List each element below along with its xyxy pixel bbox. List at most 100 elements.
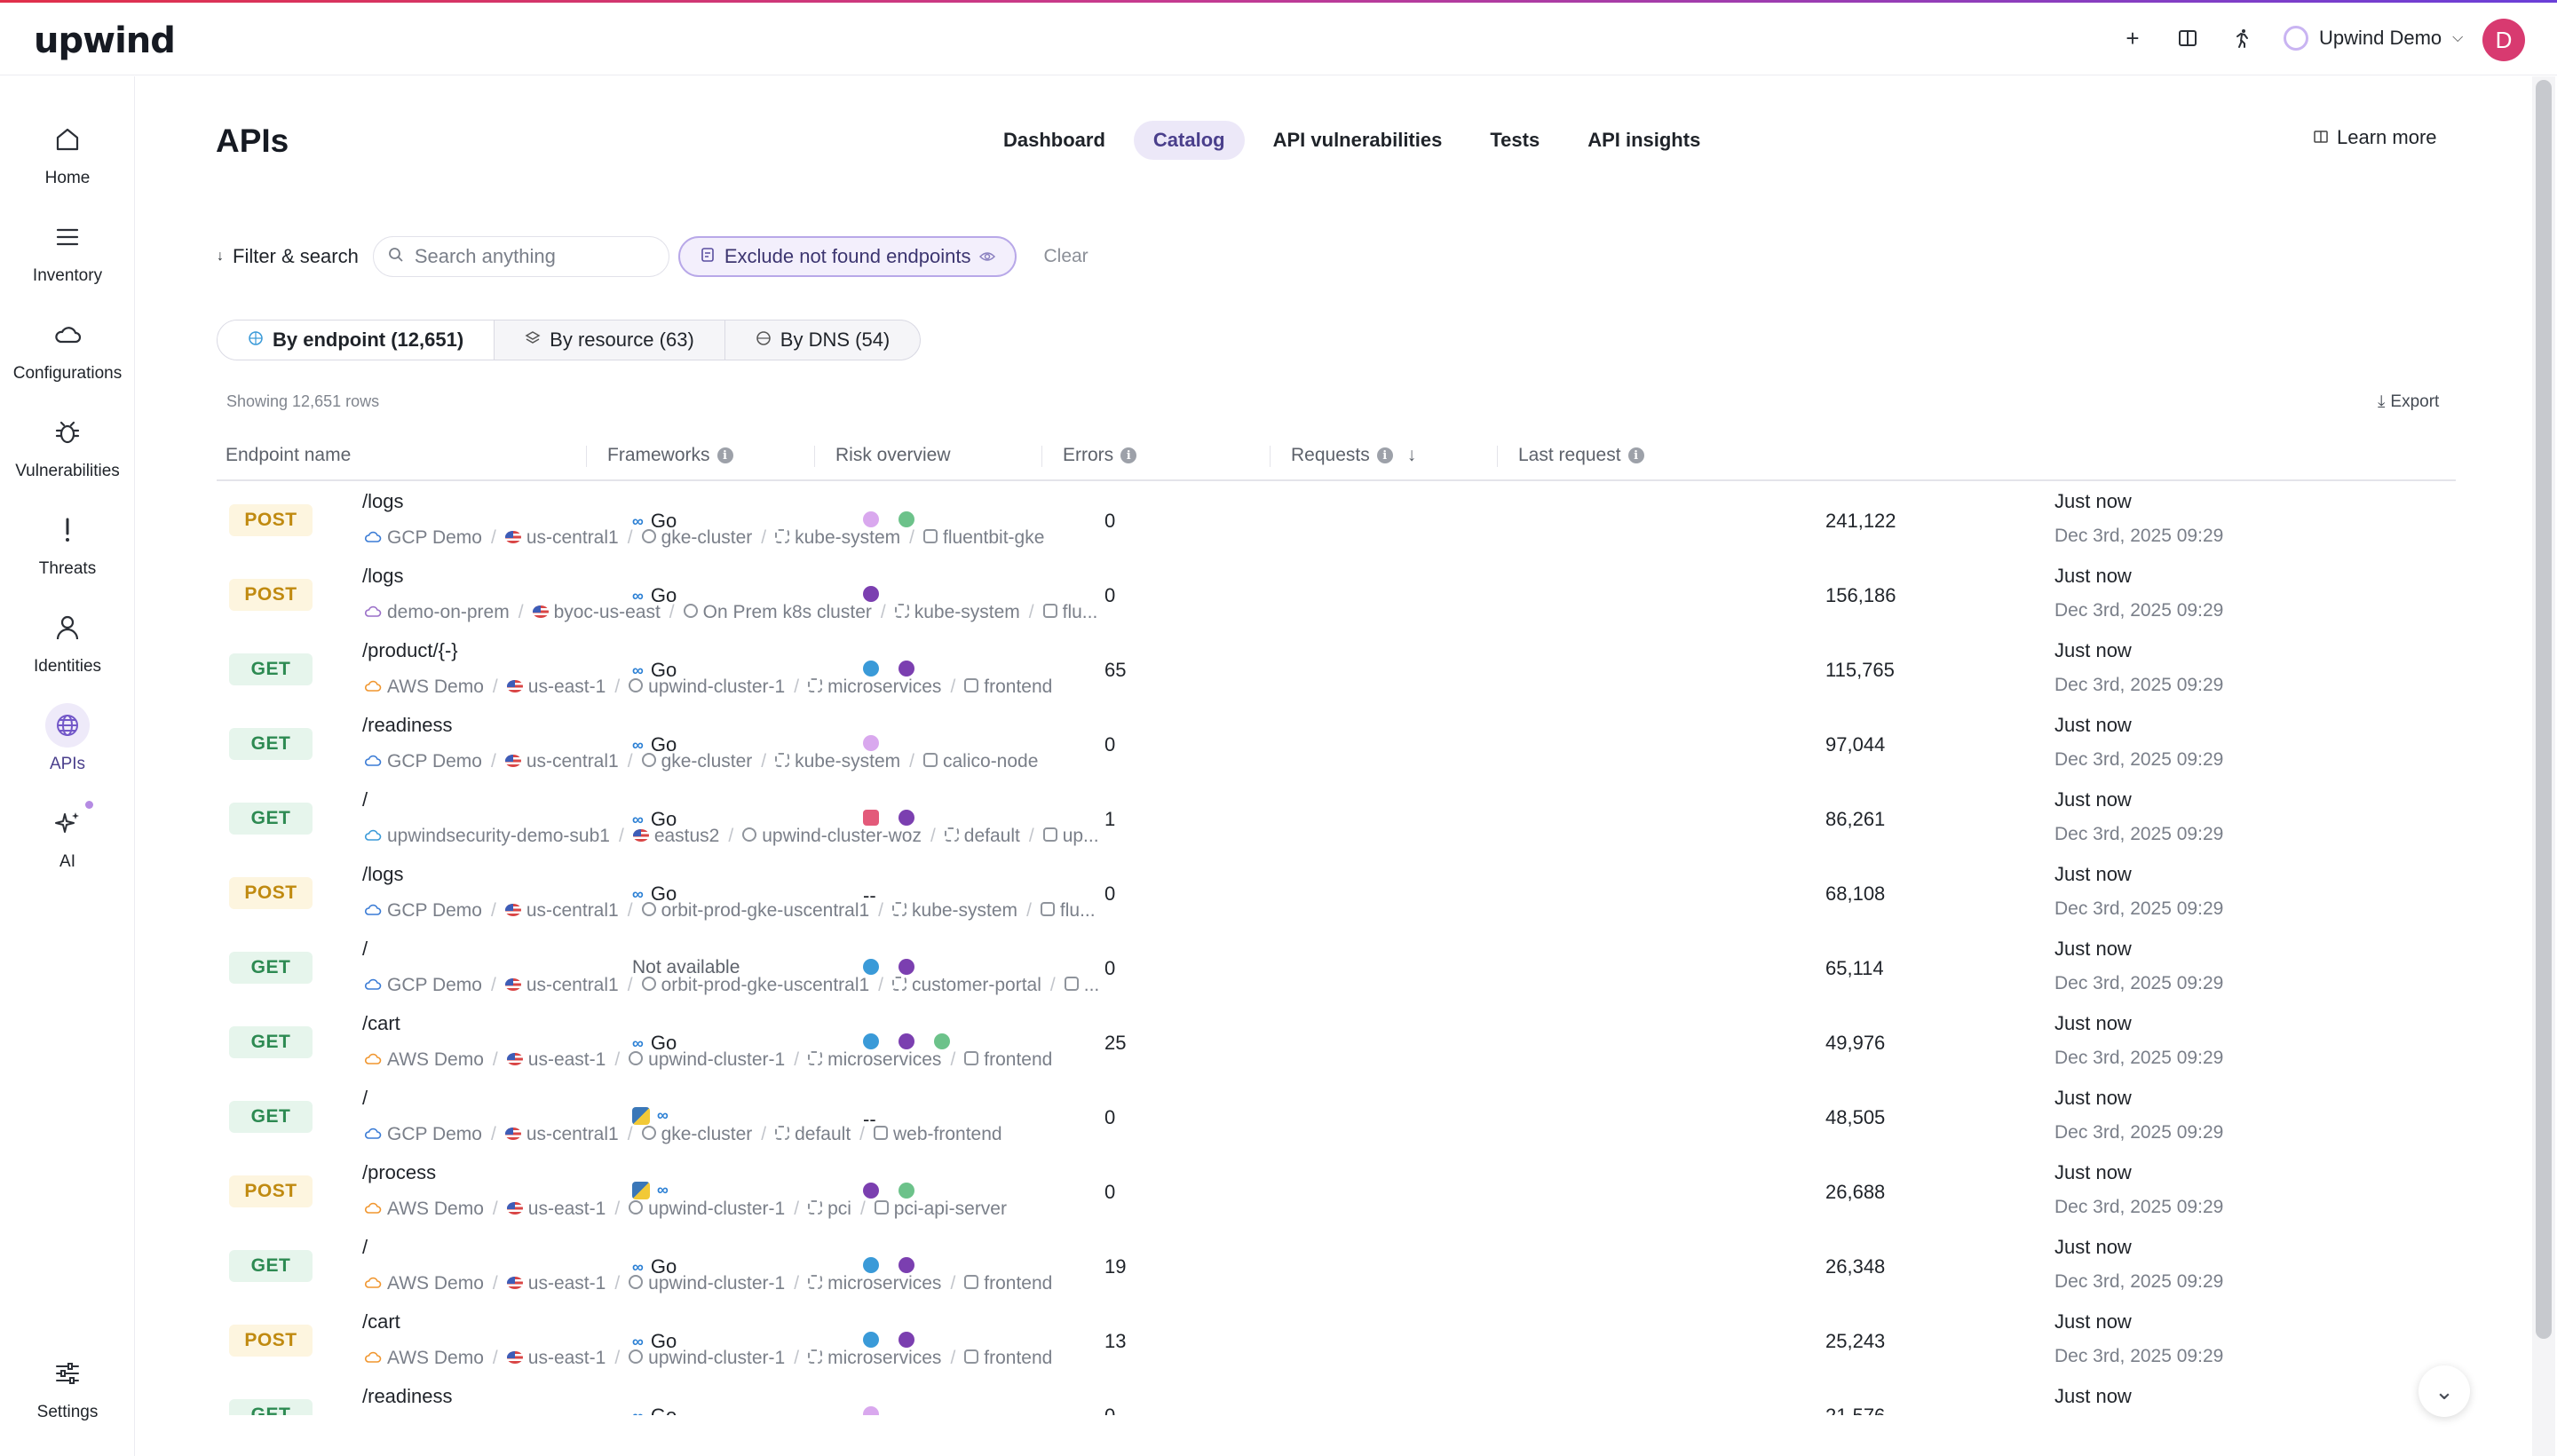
resource-region-flag[interactable]: us-central1 — [504, 1124, 619, 1145]
resource-cluster[interactable]: upwind-cluster-1 — [629, 1348, 785, 1369]
risk-blue-icon[interactable] — [863, 661, 879, 677]
risk-lilac-icon[interactable] — [863, 511, 879, 527]
risk-blue-icon[interactable] — [863, 1332, 879, 1348]
resource-cluster[interactable]: orbit-prod-gke-uscentral1 — [641, 975, 869, 996]
resource-namespace[interactable]: microservices — [808, 677, 941, 698]
sidebar-item-settings[interactable]: Settings — [0, 1351, 135, 1436]
view-by-resource[interactable]: By resource (63) — [495, 320, 725, 360]
risk-blue-icon[interactable] — [863, 959, 879, 975]
tab-dashboard[interactable]: Dashboard — [1003, 129, 1105, 151]
filter-toggle[interactable]: ↓ Filter & search — [217, 245, 359, 268]
resource-cluster[interactable]: On Prem k8s cluster — [683, 602, 872, 623]
resource-namespace[interactable]: default — [944, 826, 1020, 847]
risk-purple-icon[interactable] — [863, 1183, 879, 1199]
scroll-down-button[interactable]: ⌄ — [2418, 1365, 2470, 1417]
search-input[interactable]: Search anything — [372, 236, 669, 277]
resource-cloud[interactable]: demo-on-prem — [364, 602, 510, 623]
resource-region-flag[interactable]: us-central1 — [504, 751, 619, 772]
risk-green-icon[interactable] — [899, 1183, 914, 1199]
user-avatar[interactable]: D — [2482, 19, 2525, 61]
endpoint-path[interactable]: / — [362, 788, 368, 811]
scrollbar-thumb[interactable] — [2536, 80, 2552, 1339]
resource-cloud[interactable]: AWS Demo — [364, 1049, 484, 1071]
col-endpoint-name[interactable]: Endpoint name — [226, 442, 351, 469]
table-row[interactable]: GET / upwindsecurity-demo-sub1/eastus2/upw… — [217, 781, 2456, 856]
resource-cloud[interactable]: AWS Demo — [364, 1348, 484, 1369]
resource-workload[interactable]: frontend — [964, 1049, 1052, 1071]
table-row[interactable]: POST/logs demo-on-prem / byoc-us-east / On Pr… — [217, 558, 2456, 632]
upwind-logo[interactable]: upwind — [34, 20, 176, 61]
resource-cloud[interactable]: GCP Demo — [364, 900, 482, 922]
resource-cluster[interactable]: upwind-cluster-1 — [629, 1049, 785, 1071]
sort-desc-icon[interactable]: ↓ — [1406, 445, 1417, 465]
resource-cluster[interactable]: gke-cluster — [641, 1124, 752, 1145]
person-walk-icon[interactable] — [2227, 22, 2259, 54]
risk-purple-icon[interactable] — [899, 1257, 914, 1273]
col-errors[interactable]: Errors i — [1041, 442, 1137, 469]
resource-region-flag[interactable]: us-east-1 — [506, 1348, 606, 1369]
endpoint-path[interactable]: /process — [362, 1161, 437, 1183]
resource-cloud[interactable]: GCP Demo — [364, 975, 482, 996]
resource-cloud[interactable]: AWS Demo — [364, 677, 484, 698]
endpoint-path[interactable]: /logs — [362, 863, 404, 885]
resource-namespace[interactable]: kube-system — [892, 900, 1017, 922]
sidebar-item-apis[interactable]: APIs — [0, 703, 135, 788]
resource-cloud[interactable]: GCP Demo — [364, 1124, 482, 1145]
endpoint-path[interactable]: /logs — [362, 565, 404, 587]
sidebar-item-identities[interactable]: Identities — [0, 605, 135, 691]
risk-lilac-icon[interactable] — [863, 1406, 879, 1415]
endpoint-path[interactable]: /product/{-} — [362, 639, 458, 661]
info-icon[interactable]: i — [1627, 447, 1644, 463]
info-icon[interactable]: i — [1120, 447, 1137, 463]
resource-region-flag[interactable]: us-east-1 — [506, 1199, 606, 1220]
resource-cluster[interactable]: upwind-cluster-woz — [742, 826, 922, 847]
resource-namespace[interactable]: pci — [808, 1199, 851, 1220]
view-by-dns[interactable]: By DNS (54) — [725, 320, 920, 360]
endpoint-path[interactable]: / — [362, 938, 368, 960]
resource-workload[interactable]: frontend — [964, 1273, 1052, 1294]
resource-workload[interactable]: frontend — [964, 677, 1052, 698]
sidebar-item-configurations[interactable]: Configurations — [0, 313, 135, 398]
col-risk-overview[interactable]: Risk overview — [814, 442, 951, 469]
resource-workload[interactable]: flu... — [1040, 900, 1096, 922]
sidebar-item-vulnerabilities[interactable]: Vulnerabilities — [0, 410, 135, 495]
table-row[interactable]: GET / AWS Demo / us-east-1 / upwind-cluster-1 /… — [217, 1229, 2456, 1303]
resource-namespace[interactable]: microservices — [808, 1049, 941, 1071]
book-icon[interactable] — [2172, 22, 2204, 54]
resource-cluster[interactable]: orbit-prod-gke-uscentral1 — [641, 900, 869, 922]
tab-tests[interactable]: Tests — [1490, 129, 1540, 151]
view-by-endpoint[interactable]: By endpoint (12,651) — [218, 320, 495, 360]
risk-red-icon[interactable] — [863, 810, 879, 826]
resource-cloud[interactable]: AWS Demo — [364, 1199, 484, 1220]
resource-region-flag[interactable]: byoc-us-east — [532, 602, 661, 623]
info-icon[interactable]: i — [716, 447, 733, 463]
info-icon[interactable]: i — [1376, 447, 1393, 463]
resource-namespace[interactable]: kube-system — [775, 527, 900, 549]
endpoint-path[interactable]: /cart — [362, 1310, 400, 1333]
resource-namespace[interactable]: microservices — [808, 1348, 941, 1369]
endpoint-path[interactable]: /logs — [362, 490, 404, 512]
table-row[interactable]: GET/product/{-} AWS Demo / us-east-1 / upwind… — [217, 632, 2456, 707]
risk-purple-icon[interactable] — [899, 1332, 914, 1348]
resource-cloud[interactable]: GCP Demo — [364, 751, 482, 772]
export-button[interactable]: ⤓ Export — [2378, 392, 2439, 412]
table-row[interactable]: POST/logs GCP Demo / us-central1 / orbit-prod… — [217, 856, 2456, 930]
table-row[interactable]: GET/cart AWS Demo / us-east-1 / upwind-cluste… — [217, 1005, 2456, 1080]
sidebar-item-home[interactable]: Home — [0, 117, 135, 202]
table-row[interactable]: GET / GCP Demo / us-central1 / orbit-prod-gke-… — [217, 930, 2456, 1005]
resource-region-flag[interactable]: us-central1 — [504, 527, 619, 549]
risk-green-icon[interactable] — [934, 1033, 950, 1049]
clear-filters-button[interactable]: Clear — [1043, 246, 1089, 266]
col-last-request[interactable]: Last request i — [1497, 442, 1644, 469]
resource-cloud[interactable]: AWS Demo — [364, 1273, 484, 1294]
resource-workload[interactable]: ... — [1064, 975, 1099, 996]
resource-workload[interactable]: fluentbit-gke — [923, 527, 1044, 549]
resource-workload[interactable]: up... — [1042, 826, 1099, 847]
resource-namespace[interactable]: default — [775, 1124, 851, 1145]
resource-workload[interactable]: frontend — [964, 1348, 1052, 1369]
resource-namespace[interactable]: kube-system — [894, 602, 1020, 623]
eye-icon[interactable] — [979, 245, 996, 268]
endpoint-path[interactable]: /readiness — [362, 714, 453, 736]
resource-workload[interactable]: pci-api-server — [874, 1199, 1007, 1220]
endpoint-path[interactable]: /readiness — [362, 1385, 453, 1407]
